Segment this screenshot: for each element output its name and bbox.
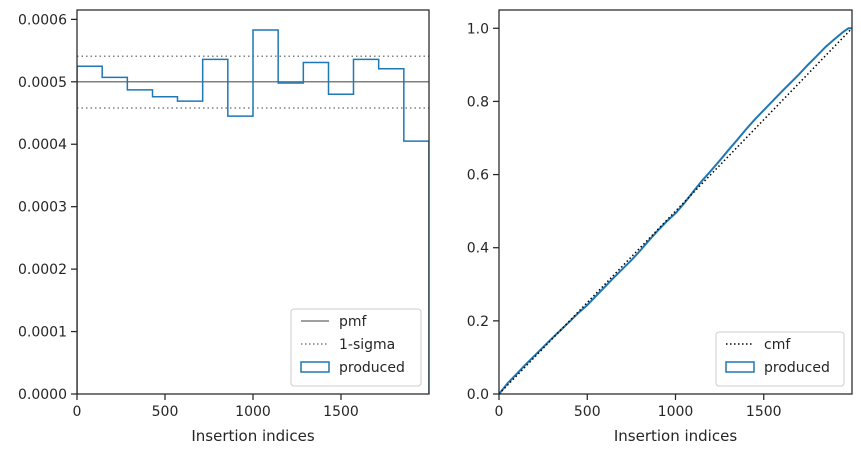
legend: cmf produced <box>715 331 845 387</box>
x-axis-label: Insertion indices <box>614 427 737 445</box>
y-tick-label: 0.8 <box>467 94 489 110</box>
cmf-line <box>499 27 852 394</box>
y-tick-label: 0.6 <box>467 168 489 184</box>
x-tick-label: 0 <box>495 404 504 420</box>
x-tick-label: 500 <box>152 404 179 420</box>
cmf-panel: 0 500 1000 1500 0.0 0.2 0.4 0.6 0.8 1.0 Insertion … <box>467 9 853 445</box>
legend-handle-produced <box>725 361 755 373</box>
y-tick-label: 1.0 <box>467 21 489 37</box>
plot-area <box>77 29 429 394</box>
y-tick-label: 0.0005 <box>18 75 67 91</box>
x-axis-label: Insertion indices <box>191 427 314 445</box>
x-tick-label: 0 <box>73 404 82 420</box>
legend-label-1-sigma: 1-sigma <box>339 337 395 353</box>
y-tick-label: 0.0001 <box>18 325 67 341</box>
x-tick-label: 1500 <box>746 404 782 420</box>
produced-histogram <box>77 29 429 394</box>
pmf-panel: 0 500 1000 1500 0.0000 0.0001 0.0002 0.0003 0.00… <box>18 9 430 445</box>
y-tick-label: 0.2 <box>467 314 489 330</box>
x-tick-label: 1000 <box>235 404 271 420</box>
legend-label-produced: produced <box>764 360 830 376</box>
produced-cdf-line <box>499 27 852 394</box>
y-tick-label: 0.0000 <box>18 387 67 403</box>
x-tick-label: 500 <box>574 404 601 420</box>
y-tick-label: 0.0 <box>467 387 489 403</box>
legend-label-pmf: pmf <box>339 314 368 330</box>
x-tick-label: 1000 <box>658 404 694 420</box>
y-tick-label: 0.0002 <box>18 262 67 278</box>
y-tick-label: 0.0004 <box>18 137 67 153</box>
y-tick-label: 0.4 <box>467 241 489 257</box>
plot-area <box>499 27 852 394</box>
legend-label-produced: produced <box>339 360 405 376</box>
legend-handle-produced <box>300 361 330 373</box>
legend: pmf 1-sigma produced <box>290 308 422 387</box>
y-tick-label: 0.0006 <box>18 12 67 28</box>
x-tick-label: 1500 <box>323 404 359 420</box>
legend-label-cmf: cmf <box>764 337 791 353</box>
y-tick-label: 0.0003 <box>18 200 67 216</box>
legend-box <box>290 308 422 387</box>
